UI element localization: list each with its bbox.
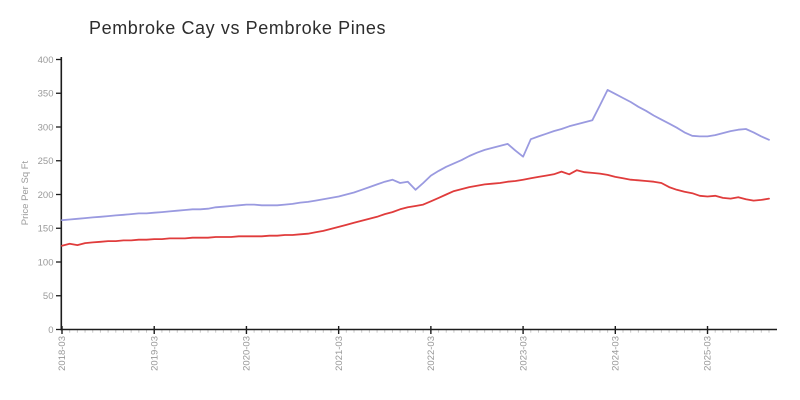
x-tick-label: 2020-03 bbox=[242, 336, 253, 371]
y-tick-label: 350 bbox=[38, 89, 54, 100]
chart-title: Pembroke Cay vs Pembroke Pines bbox=[89, 18, 387, 38]
x-tick-label: 2025-03 bbox=[703, 336, 714, 371]
y-tick-label: 0 bbox=[48, 325, 53, 336]
y-tick-label: 150 bbox=[38, 224, 54, 235]
series-line-pembroke-pines bbox=[61, 169, 770, 247]
x-tick-label: 2023-03 bbox=[518, 336, 529, 371]
y-tick-label: 100 bbox=[38, 257, 54, 268]
x-tick-label: 2019-03 bbox=[149, 336, 160, 371]
x-tick-label: 2024-03 bbox=[611, 336, 622, 371]
x-tick-label: 2022-03 bbox=[426, 336, 437, 371]
x-tick-label: 2018-03 bbox=[57, 336, 68, 371]
y-tick-label: 300 bbox=[38, 122, 54, 133]
y-tick-label: 250 bbox=[38, 156, 54, 167]
x-tick-label: 2021-03 bbox=[334, 336, 345, 371]
y-tick-label: 50 bbox=[43, 291, 54, 302]
series-line-pembroke-cay bbox=[61, 89, 770, 222]
y-tick-label: 400 bbox=[38, 55, 54, 66]
y-tick-label: 200 bbox=[38, 190, 54, 201]
